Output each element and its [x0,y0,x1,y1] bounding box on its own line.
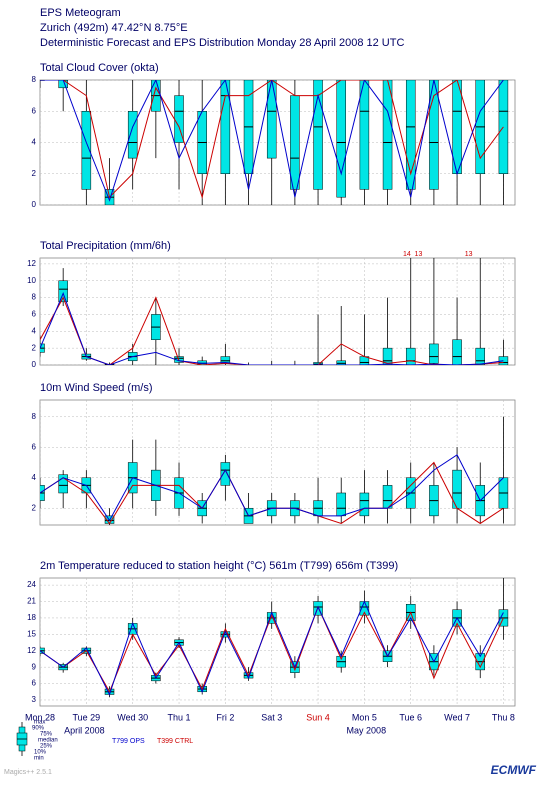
box [81,111,92,190]
page-title: EPS Meteogram [40,7,121,19]
x-tick-label: Mon 5 [352,712,377,722]
box [336,80,346,198]
legend-stat: 25% [40,744,53,750]
y-tick-label: 8 [32,293,37,302]
box [359,80,370,190]
legend-stat: 90% [32,726,45,732]
y-tick-label: 3 [32,695,37,704]
ctrl-line [40,605,504,693]
x-tick-label: Wed 7 [444,712,470,722]
x-tick-label: Sun 4 [306,712,330,722]
y-tick-label: 6 [32,679,37,688]
box [290,95,300,190]
plot-content [40,258,515,365]
y-tick-label: 2 [32,169,37,178]
ctrl-line [40,80,504,200]
box [220,80,231,174]
box [336,492,346,517]
y-tick-label: 24 [27,580,36,589]
legend-stat: 10% [34,750,47,756]
box [382,347,393,365]
y-tick-label: 2 [32,343,37,352]
legend-stat: median [38,738,58,744]
box [127,111,138,159]
legend-entry: T799 OPS [112,738,145,745]
y-tick-label: 2 [32,503,37,512]
x-tick-label: Tue 29 [72,712,100,722]
y-tick-label: 4 [32,138,37,147]
box [405,347,416,365]
plot-content [40,578,515,706]
x-tick-label: Fri 2 [216,712,234,722]
plot-area [39,399,516,526]
box [58,80,68,89]
panel-title: 10m Wind Speed (m/s) [40,382,152,394]
box [452,339,462,365]
y-tick-label: 9 [32,662,37,671]
box [498,356,509,365]
x-tick-label: Thu 1 [168,712,191,722]
ops-line [40,80,504,202]
panel-title: Total Precipitation (mm/6h) [40,240,171,252]
x-tick-label: Tue 6 [399,712,422,722]
panel-title: 2m Temperature reduced to station height… [40,560,398,572]
y-tick-label: 12 [27,259,36,268]
y-tick-label: 8 [32,75,37,84]
subtitle: Deterministic Forecast and EPS Distribut… [40,37,404,49]
y-tick-label: 6 [32,442,37,451]
software-label: Magics++ 2.5.1 [4,769,52,776]
y-tick-label: 4 [32,326,37,335]
box [313,80,323,190]
ecmwf-logo: ECMWF [491,763,537,777]
legend-entry: T399 CTRL [157,738,193,745]
x-tick-label: Mon 28 [25,712,55,722]
clipped-value-label: 13 [415,251,423,258]
box [220,462,231,486]
x-tick-label: Wed 30 [117,712,148,722]
x-tick-label: Sat 3 [261,712,282,722]
y-tick-label: 18 [27,613,36,622]
plot-content [40,400,515,525]
location: Zurich (492m) 47.42°N 8.75°E [40,22,188,34]
box [58,280,68,303]
y-tick-label: 21 [27,597,36,606]
legend-stat: 75% [40,732,53,738]
box [429,343,439,364]
y-tick-label: 10 [27,276,36,285]
box [266,80,277,159]
y-tick-label: 4 [32,473,37,482]
y-tick-label: 12 [27,646,36,655]
legend-stat: min [34,756,44,762]
legend-stat: max [34,720,45,726]
month-label: April 2008 [64,725,105,735]
box [58,474,68,494]
box [429,80,439,190]
ops-line [40,600,504,696]
box-legend-glyph [16,722,28,756]
y-tick-label: 0 [32,360,37,369]
y-tick-label: 6 [32,106,37,115]
y-tick-label: 15 [27,629,36,638]
y-tick-label: 6 [32,310,37,319]
box [405,80,416,190]
panel-title: Total Cloud Cover (okta) [40,62,159,74]
clipped-value-label: 13 [465,251,473,258]
box [359,492,370,517]
ctrl-line [40,296,504,365]
plot-area [39,257,516,366]
box [382,80,393,190]
ops-line [40,454,504,522]
y-tick-label: 8 [32,412,37,421]
month-label: May 2008 [347,725,387,735]
ops-line [40,292,504,365]
plot-content [40,80,515,205]
clipped-value-label: 14 [403,251,411,258]
x-tick-label: Thu 8 [492,712,515,722]
y-tick-label: 0 [32,200,37,209]
box [475,347,485,365]
